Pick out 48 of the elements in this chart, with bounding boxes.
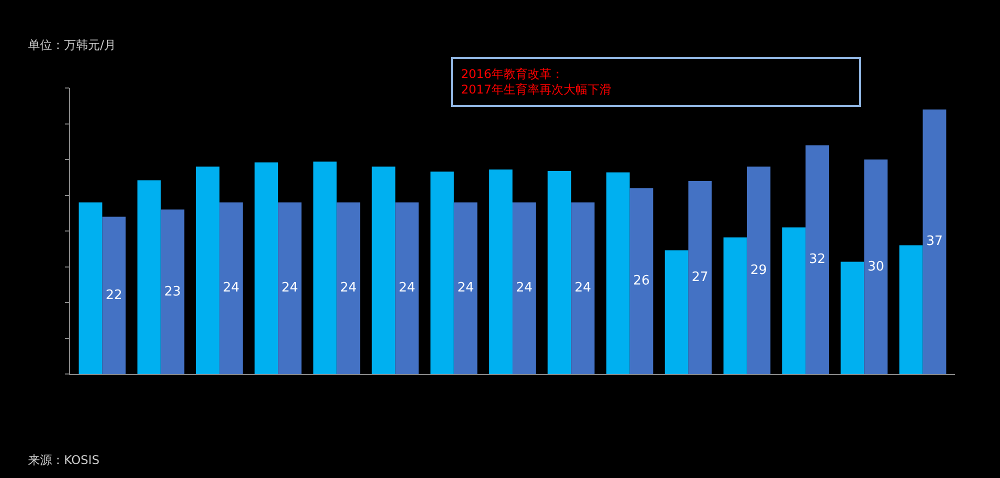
data-label: 24 [516,280,532,296]
bar [782,227,806,374]
data-label: 23 [164,284,181,300]
bar [336,202,360,374]
data-label: 26 [633,274,650,289]
bar [196,166,220,374]
data-label: 24 [398,280,416,296]
data-label: 29 [750,262,767,278]
data-label: 30 [868,259,884,274]
bar [313,162,337,374]
bar [548,170,572,374]
data-label: 22 [106,288,122,303]
bar [840,262,864,374]
bar [372,166,396,374]
bar [630,188,654,374]
bar [254,162,278,374]
data-label: 24 [340,280,357,296]
annotation: 2016年教育改革： 2017年生育率再次大幅下滑 [461,67,612,97]
data-label: 37 [926,234,943,250]
bar [746,166,770,374]
data-label: 27 [692,270,708,285]
bar [864,160,888,374]
data-label: 24 [574,280,592,296]
bar [430,172,454,374]
bar [78,202,102,374]
data-label: 32 [808,252,826,268]
bar [219,202,243,374]
bar [454,202,478,374]
bar [606,172,630,374]
bar [723,237,747,374]
bar [278,202,302,374]
bar [806,145,829,374]
bar [922,109,946,374]
bar [571,202,595,374]
bar [489,170,512,374]
data-label: 24 [282,280,298,296]
data-label: 24 [222,280,240,296]
bar [688,180,712,374]
bar [160,210,184,374]
bar [137,180,161,374]
data-label: 24 [457,280,474,296]
source-note: 来源：KOSIS [28,453,100,467]
bar [664,250,688,374]
bar [395,202,419,374]
bar [102,216,126,374]
bar [899,245,923,374]
y-axis-title: 单位：万韩元/月 [28,38,116,52]
bar [512,202,536,374]
